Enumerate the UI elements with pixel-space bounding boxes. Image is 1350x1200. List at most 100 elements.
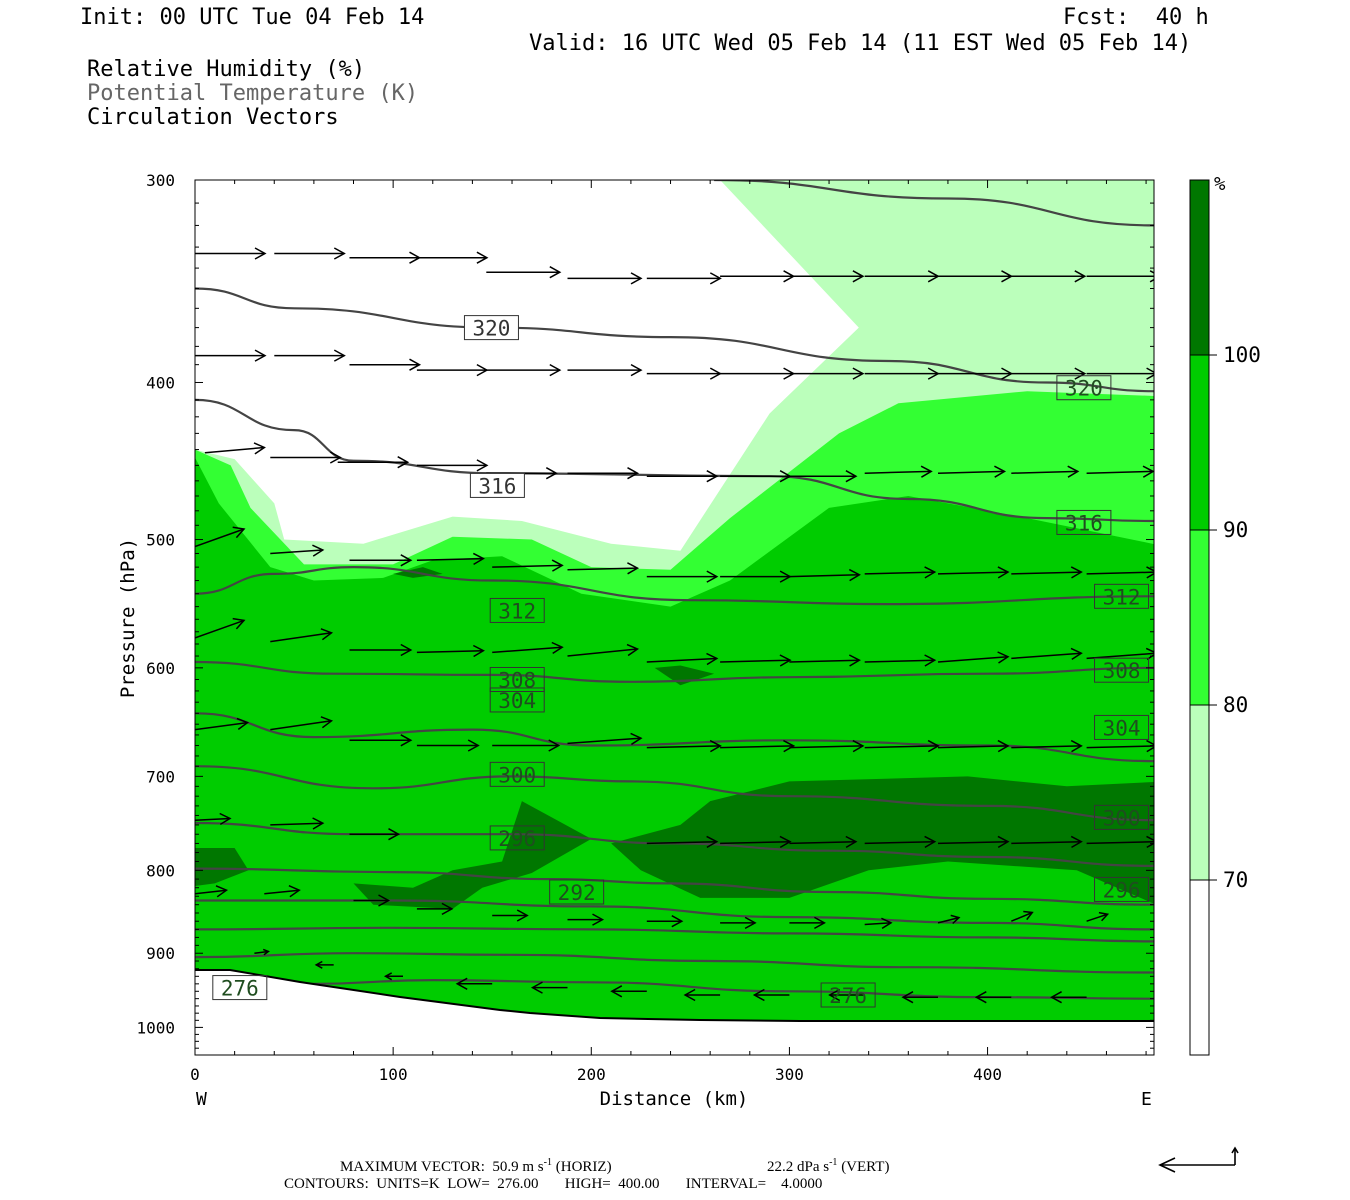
theta-label-box xyxy=(212,975,268,1001)
vector-shaft xyxy=(270,822,323,826)
theta-label-292-0: 292 xyxy=(549,879,605,905)
vector-head xyxy=(845,835,858,849)
vector-shaft xyxy=(864,571,935,575)
vector-40 xyxy=(270,544,325,557)
vector-shaft xyxy=(789,574,860,578)
vector-head xyxy=(549,266,562,279)
vector-shaft xyxy=(646,745,721,749)
theta-label-text: 304 xyxy=(498,689,536,713)
vector-head xyxy=(1070,566,1083,579)
vector-89 xyxy=(264,885,301,898)
rh-region-3 xyxy=(195,848,249,886)
vector-head xyxy=(997,835,1010,849)
vector-shaft xyxy=(492,564,563,568)
vector-head xyxy=(455,977,468,990)
theta-contour-280 xyxy=(195,952,1154,974)
vector-83 xyxy=(789,835,858,849)
vertical-tag: (VERT) xyxy=(841,1159,890,1175)
vector-18 xyxy=(567,363,643,377)
theta-label-text: 316 xyxy=(1065,511,1103,535)
theta-label-text: 320 xyxy=(1065,377,1103,401)
theta-label-box xyxy=(1094,657,1150,683)
vector-21 xyxy=(789,367,865,380)
vector-shaft xyxy=(937,571,1009,575)
x-axis-label: Distance (km) xyxy=(600,1088,749,1110)
theta-label-308-1: 308 xyxy=(1094,657,1150,683)
vector-25 xyxy=(1086,367,1154,380)
vector-head xyxy=(400,734,413,747)
x-tick-label-300: 300 xyxy=(775,1065,804,1084)
vector-head xyxy=(852,270,865,283)
vector-27 xyxy=(270,451,342,464)
vector-50 xyxy=(1011,566,1083,579)
colorbar-segment-1 xyxy=(1189,354,1210,531)
vector-51 xyxy=(1086,566,1154,579)
vector-shaft xyxy=(1011,571,1082,575)
vector-head xyxy=(262,948,270,956)
colorbar-segment-4 xyxy=(1189,879,1210,1056)
theta-label-316-1: 316 xyxy=(1056,509,1112,535)
x-tick-label-100: 100 xyxy=(379,1065,408,1084)
vector-head xyxy=(744,916,757,930)
vector-71 xyxy=(646,739,722,753)
vector-73 xyxy=(789,739,865,753)
vector-75 xyxy=(937,739,1010,753)
theta-label-text: 296 xyxy=(1103,878,1141,902)
vector-4 xyxy=(486,266,562,279)
vector-111 xyxy=(974,991,1012,1004)
east-label: E xyxy=(1141,1089,1152,1110)
vector-head xyxy=(219,812,232,826)
vector-head xyxy=(409,358,422,371)
vector-head xyxy=(706,835,719,849)
vector-shaft xyxy=(1086,841,1154,845)
vector-head xyxy=(1145,647,1154,661)
vector-shaft xyxy=(195,889,227,895)
theta-contour-284 xyxy=(195,926,1154,943)
vector-110 xyxy=(901,991,938,1004)
terrain-line xyxy=(195,969,1154,1022)
vector-shaft xyxy=(864,922,892,926)
theta-label-300-1: 300 xyxy=(1094,804,1150,830)
vector-53 xyxy=(270,628,334,643)
vector-68 xyxy=(416,739,480,752)
vector-44 xyxy=(567,562,640,575)
vector-shaft xyxy=(646,840,717,845)
vector-head xyxy=(312,817,325,830)
vector-shaft xyxy=(720,840,791,845)
vector-head xyxy=(254,247,267,260)
axes: 300 400 500 600 700 800 900 1000 0 100 200 300 400 xyxy=(136,171,1154,1084)
vector-head xyxy=(320,716,334,729)
vector-106 xyxy=(610,985,647,998)
vector-head xyxy=(232,526,246,539)
vector-head xyxy=(1070,739,1083,753)
vector-56 xyxy=(492,641,564,655)
vector-head xyxy=(545,467,558,480)
vector-15 xyxy=(349,358,422,371)
theta-label-text: 292 xyxy=(558,881,596,905)
vector-head xyxy=(1146,566,1154,579)
vector-head xyxy=(236,717,250,731)
vector-head xyxy=(706,570,719,583)
vector-shaft xyxy=(567,737,642,745)
y-tick-label-800: 800 xyxy=(146,861,175,880)
colorbar-label-70: 70 xyxy=(1223,868,1248,892)
theta-label-box xyxy=(1094,876,1150,902)
horizontal-max: 50.9 m s xyxy=(492,1159,544,1175)
vector-head xyxy=(320,628,334,641)
vector-head xyxy=(924,835,937,849)
vector-head xyxy=(254,349,267,362)
vector-96 xyxy=(789,916,826,930)
west-label: W xyxy=(196,1089,207,1110)
vector-37 xyxy=(1011,465,1080,478)
theta-label-box xyxy=(1094,714,1150,740)
vector-35 xyxy=(864,465,933,478)
vector-86 xyxy=(1011,835,1083,849)
vector-head xyxy=(706,470,719,483)
vector-81 xyxy=(646,835,719,849)
vector-head xyxy=(924,654,937,667)
theta-label-box xyxy=(1094,583,1150,609)
vector-84 xyxy=(864,835,937,849)
vector-shaft xyxy=(270,720,332,731)
theta-contour-292 xyxy=(195,867,1154,906)
